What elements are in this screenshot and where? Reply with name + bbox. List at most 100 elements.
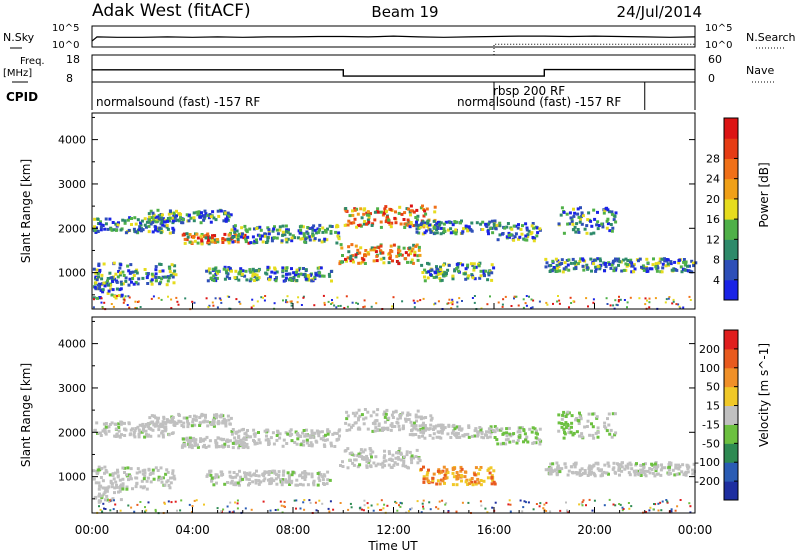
- frequency-label-top: Freq.: [20, 56, 45, 67]
- power-colorbar-seg-5: [724, 178, 738, 200]
- power-echo-region-10: [92, 261, 178, 287]
- velocity-colorbar-seg-0: [724, 481, 738, 501]
- noise-right-tick-top: 10^5: [705, 23, 732, 34]
- power-ytick-label-3: 4000: [58, 134, 86, 147]
- nave-tick-bottom: 0: [708, 72, 715, 85]
- power-echo-region-7: [494, 221, 542, 243]
- velocity-colorbar-seg-3: [724, 424, 738, 444]
- velocity-colorbar-tick-label-0: 200: [699, 343, 720, 356]
- beam-title: Beam 19: [371, 3, 438, 21]
- frequency-tick-top: 18: [66, 53, 80, 66]
- nave-tick-top: 60: [708, 53, 722, 66]
- nave-label: Nave: [746, 64, 774, 77]
- frequency-series-1: [92, 43, 695, 56]
- velocity-echo-region-7: [495, 426, 543, 446]
- velocity-ground-echo: [96, 498, 692, 515]
- noise-series-0: [91, 35, 696, 42]
- velocity-echo-region-0: [93, 420, 175, 439]
- velocity-ytick-label-2: 3000: [58, 382, 86, 395]
- power-echo-region-11: [205, 265, 334, 283]
- power-echo-region-9: [544, 257, 698, 274]
- time-tick-label-6: 00:00: [678, 523, 713, 537]
- velocity-colorbar-tick-label-5: -50: [702, 437, 720, 450]
- noise-right-tick-bottom: 10^0: [705, 40, 732, 51]
- power-colorbar-frame: [723, 117, 739, 301]
- velocity-colorbar-tick-label-4: -15: [702, 418, 720, 431]
- velocity-colorbar-seg-2: [724, 443, 738, 463]
- power-colorbar-tick-label-4: 20: [706, 193, 720, 206]
- velocity-echo-region-3: [230, 427, 342, 448]
- power-colorbar-seg-0: [724, 279, 738, 301]
- velocity-echo-region-13: [93, 483, 125, 504]
- frequency-label-bottom: [MHz]: [3, 68, 32, 79]
- power-colorbar-tick-label-5: 24: [706, 173, 720, 186]
- velocity-panel: 1000 2000 3000 4000 Slant Range [km] 200 100…: [19, 303, 771, 553]
- velocity-colorbar-label: Velocity [m s^-1]: [757, 343, 771, 447]
- velocity-colorbar-seg-5: [724, 386, 738, 407]
- velocity-echo-region-6: [408, 423, 497, 440]
- velocity-ytick-label-3: 4000: [58, 338, 86, 351]
- cpid-label: CPID: [6, 90, 38, 104]
- cpid-entry-1: rbsp 200 RF: [493, 84, 565, 98]
- time-tick-label-0: 00:00: [75, 523, 110, 537]
- power-panel: 1000 2000 3000 4000 Slant Range [km] 4 8 12 16…: [19, 112, 771, 311]
- power-colorbar-label: Power [dB]: [757, 162, 771, 227]
- power-ytick-label-2: 3000: [58, 178, 86, 191]
- power-colorbar-seg-7: [724, 138, 738, 159]
- time-tick-label-1: 04:00: [175, 523, 210, 537]
- velocity-echo-region-12: [419, 465, 497, 487]
- velocity-colorbar-frame: [723, 329, 739, 501]
- velocity-colorbar-seg-6: [724, 367, 738, 388]
- frequency-panel-frame: [91, 54, 696, 83]
- cpid-entry-2: normalsound (fast) -157 RF: [457, 95, 621, 109]
- power-colorbar-seg-1: [724, 259, 738, 281]
- power-colorbar-tick-label-0: 4: [713, 274, 720, 287]
- velocity-colorbar-seg-8: [724, 330, 738, 350]
- velocity-colorbar-tick-label-3: 15: [706, 400, 720, 413]
- power-echo-region-8: [557, 206, 618, 236]
- time-axis-label: Time UT: [367, 539, 418, 553]
- power-echo-region-3: [230, 223, 341, 245]
- velocity-colorbar-tick-label-1: 100: [699, 362, 720, 375]
- power-colorbar-tick-label-6: 28: [706, 152, 720, 165]
- velocity-echo-region-11: [205, 469, 332, 487]
- power-colorbar-seg-2: [724, 239, 738, 261]
- velocity-echo-region-9: [544, 461, 696, 478]
- power-colorbar-seg-3: [724, 219, 738, 240]
- power-ytick-label-1: 2000: [58, 222, 86, 235]
- frequency-panel: Freq. [MHz] 18 8 60 0 Nave: [3, 43, 776, 85]
- cpid-panel: CPID normalsound (fast) -157 RF rbsp 200…: [6, 82, 696, 110]
- cpid-entry-0: normalsound (fast) -157 RF: [96, 95, 260, 109]
- noise-left-tick-top: 10^5: [52, 23, 79, 34]
- velocity-ylabel: Slant Range [km]: [19, 363, 33, 467]
- noise-panel: N.Sky 10^5 10^0 10^5 10^0 N.Search: [3, 23, 796, 51]
- noise-left-tick-bottom: 10^0: [52, 40, 79, 51]
- velocity-colorbar-tick-label-2: 50: [706, 381, 720, 394]
- power-ylabel: Slant Range [km]: [19, 159, 33, 263]
- power-echo-region-6: [408, 219, 497, 236]
- velocity-echo-region-5: [344, 408, 437, 433]
- time-tick-label-5: 20:00: [577, 523, 612, 537]
- power-echo-region-13: [92, 279, 125, 300]
- time-tick-label-4: 16:00: [477, 523, 512, 537]
- power-colorbar-tick-label-1: 8: [713, 254, 720, 267]
- power-colorbar-tick-label-3: 16: [706, 213, 720, 226]
- noise-left-label: N.Sky: [3, 31, 35, 44]
- velocity-ytick-label-0: 1000: [58, 471, 86, 484]
- velocity-colorbar-tick-label-7: -200: [695, 475, 720, 488]
- noise-right-label: N.Search: [746, 31, 796, 44]
- power-colorbar-seg-6: [724, 158, 738, 180]
- noise-panel-frame: [91, 25, 696, 48]
- date-title: 24/Jul/2014: [617, 3, 702, 21]
- power-ground-echo: [92, 294, 692, 311]
- frequency-tick-bottom: 8: [66, 72, 73, 85]
- velocity-echo-region-1: [148, 412, 233, 429]
- power-colorbar-seg-4: [724, 198, 738, 220]
- frequency-series-0: [92, 68, 695, 77]
- power-echo-region-4: [338, 243, 422, 266]
- time-tick-label-2: 08:00: [276, 523, 311, 537]
- power-echo-region-12: [420, 261, 496, 283]
- velocity-echo-region-4: [339, 447, 422, 470]
- velocity-colorbar-seg-4: [724, 405, 738, 425]
